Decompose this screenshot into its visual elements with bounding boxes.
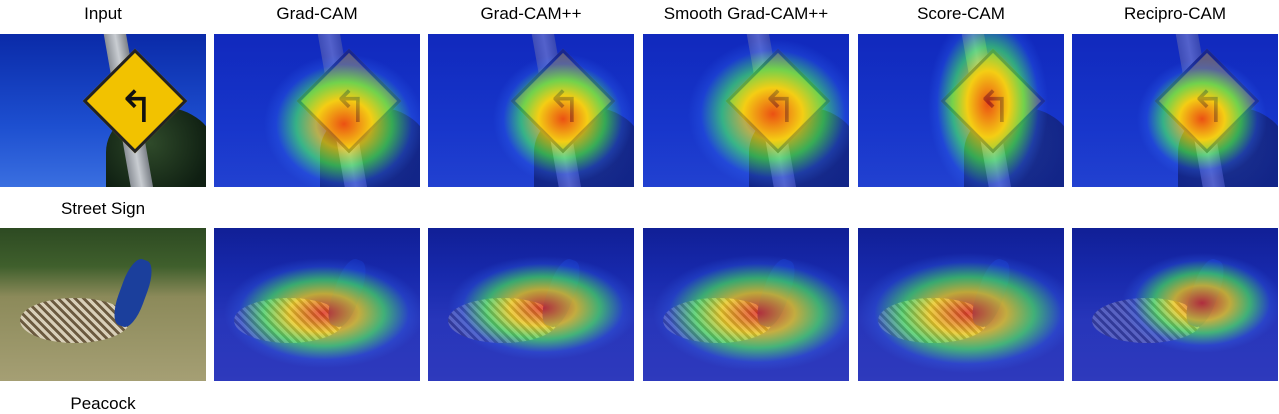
image-peacock-input — [0, 228, 206, 381]
saliency-heatmap-overlay — [643, 34, 849, 187]
saliency-heatmap-overlay — [214, 34, 420, 187]
column-header-smooth-grad-cam-pp: Smooth Grad-CAM++ — [663, 4, 829, 23]
saliency-heatmap-overlay — [1072, 34, 1278, 187]
column-header-grad-cam: Grad-CAM — [276, 4, 358, 23]
saliency-heatmap-overlay — [1072, 228, 1278, 381]
image-peacock-grad-cam — [214, 228, 420, 381]
turn-arrow-icon: ↰ — [118, 83, 155, 132]
saliency-heatmap-overlay — [428, 34, 634, 187]
peacock-neck — [108, 255, 158, 331]
row-label-peacock: Peacock — [70, 394, 136, 413]
image-peacock-smooth-grad-cam-pp — [643, 228, 849, 381]
column-header-input: Input — [84, 4, 122, 23]
image-street-sign-input: ↰ — [0, 34, 206, 187]
image-peacock-recipro-cam — [1072, 228, 1278, 381]
saliency-heatmap-overlay — [643, 228, 849, 381]
column-header-score-cam: Score-CAM — [917, 4, 1005, 23]
image-street-sign-recipro-cam: ↰ — [1072, 34, 1278, 187]
image-peacock-score-cam — [858, 228, 1064, 381]
peacock-body — [20, 298, 130, 343]
image-street-sign-grad-cam: ↰ — [214, 34, 420, 187]
saliency-heatmap-overlay — [858, 228, 1064, 381]
column-header-recipro-cam: Recipro-CAM — [1123, 4, 1227, 23]
image-street-sign-score-cam: ↰ — [858, 34, 1064, 187]
column-header-grad-cam-pp: Grad-CAM++ — [480, 4, 582, 23]
saliency-heatmap-overlay — [214, 228, 420, 381]
image-street-sign-smooth-grad-cam-pp: ↰ — [643, 34, 849, 187]
image-peacock-grad-cam-pp — [428, 228, 634, 381]
saliency-heatmap-overlay — [858, 34, 1064, 187]
saliency-heatmap-overlay — [428, 228, 634, 381]
image-street-sign-grad-cam-pp: ↰ — [428, 34, 634, 187]
row-label-street-sign: Street Sign — [60, 199, 146, 218]
